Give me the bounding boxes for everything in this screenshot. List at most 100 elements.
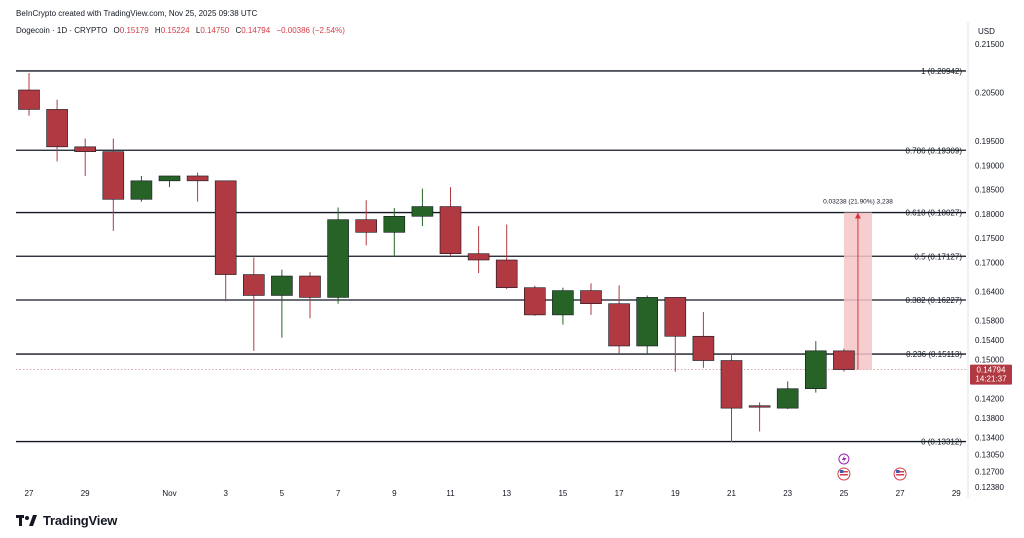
candle-down <box>692 335 715 361</box>
flag-stripe <box>896 471 905 473</box>
y-tick-label: 0.17500 <box>975 234 1004 243</box>
candle-up <box>411 206 434 217</box>
last-price-tag <box>970 364 1012 385</box>
candle-down <box>608 303 630 347</box>
candle-down <box>102 151 125 200</box>
candle-down <box>580 290 602 305</box>
y-tick-label: 0.12700 <box>975 467 1004 476</box>
candle-down <box>720 360 743 409</box>
fib-level-label: 0.236 (0.15113) <box>906 350 962 359</box>
flag-stripe <box>839 474 848 476</box>
candle-up <box>271 275 293 296</box>
x-tick-label: 5 <box>280 489 285 498</box>
candle-down <box>46 109 68 148</box>
y-tick-label: 0.12380 <box>975 483 1004 492</box>
tradingview-brand[interactable]: TradingView <box>16 513 117 528</box>
x-tick-label: 19 <box>671 489 680 498</box>
y-tick-label: 0.19000 <box>975 161 1004 170</box>
fib-level-label: 0.382 (0.16227) <box>906 296 963 305</box>
flag-stripe <box>839 471 848 473</box>
flag-canton <box>896 470 900 473</box>
open-value: 0.15179 <box>119 26 149 35</box>
x-tick-label: 17 <box>615 489 624 498</box>
x-tick-label: 7 <box>336 489 341 498</box>
candle-down <box>299 275 321 298</box>
candle-down <box>495 259 518 288</box>
fib-level-label: 0.786 (0.19309) <box>906 146 963 155</box>
candle-up <box>636 297 659 347</box>
candle-up <box>383 215 406 233</box>
ohlc-legend: Dogecoin · 1D · CRYPTO O0.15179 H0.15224… <box>16 26 345 35</box>
x-tick-label: 9 <box>392 489 397 498</box>
fib-level-label: 1 (0.20942) <box>921 67 962 76</box>
x-tick-label: 27 <box>25 489 34 498</box>
y-tick-label: 0.21500 <box>975 40 1004 49</box>
candle-down <box>355 219 378 233</box>
y-tick-label: 0.18000 <box>975 210 1004 219</box>
candle-down <box>186 175 209 182</box>
measure-label: 0.03238 (21.90%) 3,238 <box>823 199 893 206</box>
x-tick-label: 15 <box>558 489 567 498</box>
candle-down <box>439 206 462 254</box>
candle-down <box>18 89 40 110</box>
x-tick-label: 29 <box>952 489 961 498</box>
candle-down <box>664 297 687 337</box>
y-tick-label: 0.13050 <box>975 450 1004 459</box>
candle-down <box>74 146 96 152</box>
x-tick-label: 11 <box>446 489 455 498</box>
candle-down <box>243 274 265 296</box>
y-tick-label: 0.13800 <box>975 414 1004 423</box>
y-tick-label: 0.15400 <box>975 336 1004 345</box>
candle-up <box>804 350 827 390</box>
x-tick-label: 21 <box>727 489 736 498</box>
candle-down <box>833 350 855 370</box>
low-label: L <box>195 26 201 35</box>
tradingview-logo-icon <box>16 514 37 526</box>
countdown-label: 14:21:37 <box>975 375 1007 384</box>
candle-up <box>776 388 799 409</box>
lightning-bolt-shape <box>841 455 847 463</box>
brand-name: TradingView <box>43 513 118 528</box>
x-tick-label: 25 <box>839 489 848 498</box>
currency-label[interactable]: USD <box>978 27 995 36</box>
last-price-label: 0.14794 <box>977 366 1006 375</box>
candle-up <box>552 290 574 316</box>
x-tick-label: 23 <box>783 489 792 498</box>
y-tick-label: 0.13400 <box>975 433 1004 442</box>
candle-down <box>214 180 237 275</box>
y-tick-label: 0.19500 <box>975 137 1004 146</box>
y-tick-label: 0.15800 <box>975 317 1004 326</box>
x-tick-label: 3 <box>223 489 228 498</box>
flag-stripe <box>896 474 905 476</box>
fib-level-label: 0.618 (0.18027) <box>906 209 963 218</box>
candle-up <box>130 180 153 200</box>
y-tick-label: 0.15000 <box>975 356 1004 365</box>
flag-canton <box>839 470 844 473</box>
fib-level-label: 0.5 (0.17127) <box>914 252 962 261</box>
y-tick-label: 0.18500 <box>975 186 1004 195</box>
fib-level-label: 0 (0.13312) <box>921 438 962 447</box>
y-tick-label: 0.17000 <box>975 258 1004 267</box>
measure-arrow-head <box>854 212 861 219</box>
x-tick-label: Nov <box>162 489 176 498</box>
close-value: 0.14794 <box>241 26 271 35</box>
y-tick-label: 0.14200 <box>975 394 1004 403</box>
symbol-info[interactable]: Dogecoin · 1D · CRYPTO <box>16 26 108 35</box>
candle-down <box>523 287 546 316</box>
candle-up <box>158 175 181 182</box>
close-label: C <box>235 26 242 35</box>
y-tick-label: 0.16400 <box>975 288 1004 297</box>
x-tick-label: 13 <box>502 489 511 498</box>
created-by-caption: BeInCrypto created with TradingView.com,… <box>16 9 258 18</box>
x-tick-label: 29 <box>81 489 90 498</box>
candle-up <box>327 219 349 298</box>
candle-down <box>748 405 771 408</box>
high-value: 0.15224 <box>160 26 190 35</box>
low-value: 0.14750 <box>200 26 230 35</box>
candle-down <box>467 253 490 261</box>
open-label: O <box>113 26 120 35</box>
x-tick-label: 27 <box>896 489 905 498</box>
change-value: −0.00386 (−2.54%) <box>276 26 345 35</box>
high-label: H <box>154 26 161 35</box>
